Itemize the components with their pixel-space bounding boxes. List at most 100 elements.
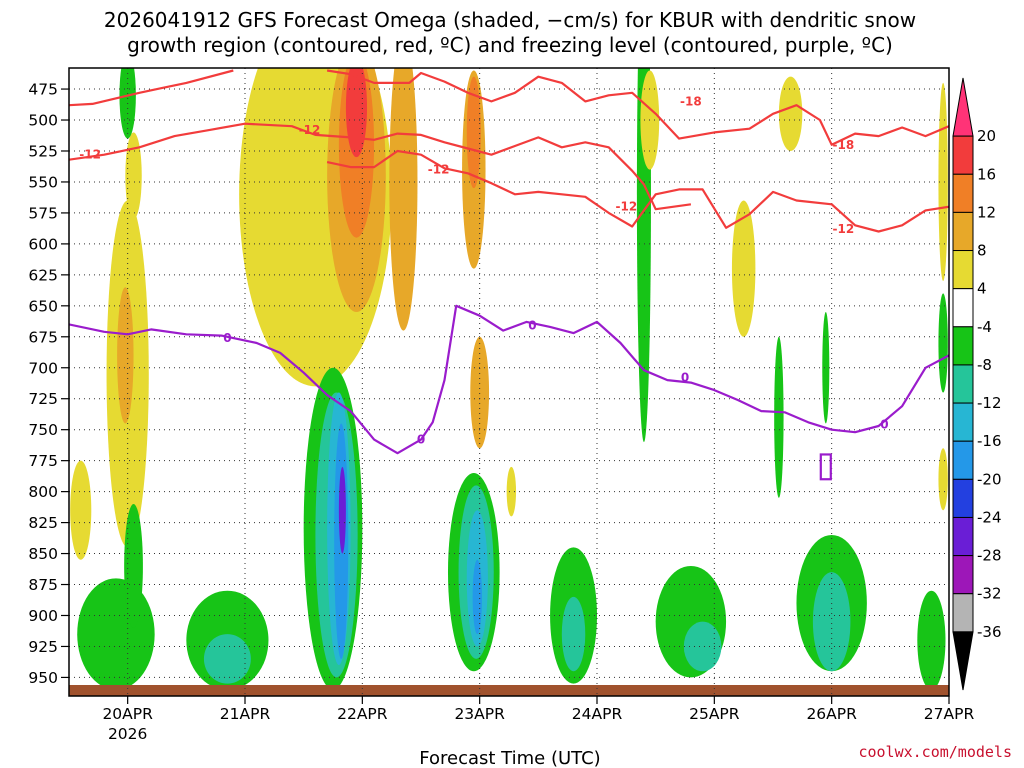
x-tick-label-1: 21APR: [220, 705, 271, 723]
omega-region-4: [77, 578, 155, 690]
colorbar-swatch-10: [952, 478, 974, 518]
purple-contour-label-4: 0: [880, 418, 888, 432]
red-contour-label-4: -18: [680, 94, 702, 108]
omega-region-43: [506, 466, 517, 517]
omega-region-3: [70, 460, 92, 560]
red-contour-label-5: -18: [833, 138, 855, 152]
colorbar-label-10: -24: [977, 508, 1002, 526]
omega-shading-layer: [70, 68, 948, 690]
y-tick-label-600: 600: [28, 235, 58, 253]
colorbar-swatch-2: [952, 173, 974, 213]
contour-label-layer: -12 -12 -12 -12 -18 -18 -12 0 0 0 0 0: [79, 94, 888, 446]
omega-region-5: [124, 504, 143, 628]
colorbar-swatch-8: [952, 402, 974, 442]
omega-region-33: [778, 76, 803, 151]
y-tick-label-900: 900: [28, 607, 58, 625]
colorbar-label-13: -36: [977, 623, 1002, 641]
x-axis-label: Forecast Time (UTC): [419, 748, 600, 768]
omega-region-13: [389, 68, 418, 331]
colorbar-swatch-1: [952, 135, 974, 175]
y-tick-label-925: 925: [28, 638, 58, 656]
y-tick-label-725: 725: [28, 390, 58, 408]
omega-region-39: [938, 82, 948, 282]
purple-contour-label-3: 0: [681, 371, 689, 385]
red-contour-mid: [69, 122, 692, 211]
red-contour-upper: [69, 69, 234, 107]
y-tick-label-675: 675: [28, 328, 58, 346]
purple-freezing-level: [69, 304, 949, 455]
chart-title-line-1: 2026041912 GFS Forecast Omega (shaded, −…: [104, 8, 916, 32]
contour-layer: [69, 69, 949, 481]
colorbar-swatch-4: [952, 250, 974, 290]
site-credit: coolwx.com/models: [858, 743, 1012, 761]
omega-region-35: [812, 572, 851, 672]
red-contour-label-0: -12: [79, 148, 101, 162]
y-tick-label-500: 500: [28, 112, 58, 130]
y-tick-label-475: 475: [28, 81, 58, 99]
omega-region-31: [683, 621, 722, 672]
purple-contour-label-2: 0: [528, 319, 536, 333]
colorbar-swatch-6: [952, 326, 974, 366]
purple-contour-small-loop: [819, 453, 832, 481]
x-tick-label-6: 26APR: [806, 705, 857, 723]
colorbar-swatch-9: [952, 440, 974, 480]
y-tick-label-550: 550: [28, 173, 58, 191]
colorbar-label-8: -16: [977, 432, 1002, 450]
red-contour-dendritic-top: [326, 69, 949, 146]
y-tick-label-825: 825: [28, 514, 58, 532]
colorbar-swatch-12: [952, 555, 974, 595]
y-tick-label-525: 525: [28, 142, 58, 160]
colorbar: 20 16 12 8 4 -4 -8 -12 -16 -20 -24 -28 -32 -36: [952, 77, 1002, 691]
omega-region-25: [472, 559, 483, 635]
colorbar-label-9: -20: [977, 470, 1002, 488]
red-contour-label-3: -12: [615, 200, 637, 214]
omega-region-42: [286, 318, 291, 368]
y-tick-label-625: 625: [28, 266, 58, 284]
red-contour-label-1: -12: [299, 123, 321, 137]
red-contour-label-6: -12: [833, 222, 855, 236]
omega-region-40: [938, 448, 948, 511]
colorbar-swatch-11: [952, 516, 974, 557]
omega-region-12: [345, 68, 368, 158]
x-tick-label-5: 25APR: [689, 705, 740, 723]
omega-region-41: [917, 590, 946, 690]
x-tick-label-4: 24APR: [572, 705, 623, 723]
colorbar-label-11: -28: [977, 547, 1002, 565]
colorbar-label-3: 8: [977, 242, 987, 260]
y-tick-label-775: 775: [28, 452, 58, 470]
colorbar-swatch-5: [952, 288, 974, 328]
red-contour-label-2: -12: [428, 163, 450, 177]
colorbar-label-1: 16: [977, 165, 996, 183]
grid-layer: [69, 68, 950, 696]
y-tick-label-750: 750: [28, 421, 58, 439]
omega-region-0: [125, 132, 142, 220]
y-tick-label-950: 950: [28, 669, 58, 687]
purple-contour-label-1: 0: [417, 433, 425, 447]
colorbar-bottom-arrow: [952, 631, 974, 691]
chart-title-line-2: growth region (contoured, red, ºC) and f…: [127, 33, 893, 57]
colorbar-label-6: -8: [977, 356, 992, 374]
colorbar-top-arrow: [952, 77, 974, 137]
colorbar-label-12: -32: [977, 585, 1002, 603]
omega-region-38: [938, 293, 948, 393]
colorbar-label-2: 12: [977, 203, 996, 221]
omega-region-18: [338, 466, 346, 554]
omega-region-36: [774, 336, 784, 498]
terrain-layer: [69, 685, 949, 696]
y-tick-label-700: 700: [28, 359, 58, 377]
y-tick-label-800: 800: [28, 483, 58, 501]
colorbar-swatch-3: [952, 211, 974, 252]
colorbar-label-5: -4: [977, 318, 992, 336]
omega-region-27: [561, 596, 586, 672]
omega-region-20: [466, 76, 481, 189]
y-tick-label-850: 850: [28, 545, 58, 563]
omega-region-21: [470, 336, 490, 449]
x-axis-ticks: 20APR 2026 21APR 22APR 23APR 24APR 25APR 26APR 2…: [102, 696, 974, 743]
x-tick-label-7: 27APR: [924, 705, 975, 723]
x-tick-label-0: 20APR: [102, 705, 153, 723]
x-tick-sublabel-0: 2026: [108, 725, 147, 743]
purple-contour-label-0: 0: [223, 331, 231, 345]
omega-region-8: [203, 634, 251, 684]
red-contour-dendritic-bottom: [326, 149, 949, 233]
